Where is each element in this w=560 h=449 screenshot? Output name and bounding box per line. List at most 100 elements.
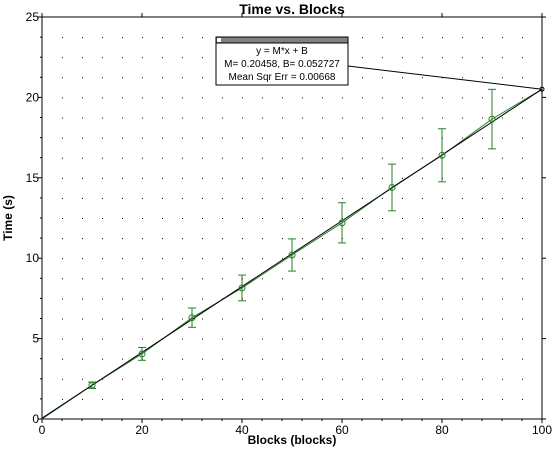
grid-dot xyxy=(482,177,483,179)
grid-dot xyxy=(422,97,423,99)
grid-dot xyxy=(202,37,203,39)
grid-dot xyxy=(142,298,143,300)
grid-dot xyxy=(202,378,203,380)
grid-dot xyxy=(362,197,363,199)
grid-dot xyxy=(62,97,63,99)
grid-dot xyxy=(182,97,183,99)
grid-dot xyxy=(102,278,103,280)
fit-box-titlebar[interactable] xyxy=(215,36,349,44)
grid-dot xyxy=(62,378,63,380)
grid-dot xyxy=(382,358,383,360)
grid-dot xyxy=(182,238,183,240)
grid-dot xyxy=(362,238,363,240)
grid-dot xyxy=(302,358,303,360)
grid-dot xyxy=(422,378,423,380)
grid-dot xyxy=(302,318,303,320)
grid-dot xyxy=(62,278,63,280)
grid-dot xyxy=(62,157,63,159)
data-point xyxy=(488,115,496,123)
grid-dot xyxy=(182,378,183,380)
grid-dot xyxy=(242,157,243,159)
grid-dot xyxy=(162,378,163,380)
grid-dot xyxy=(502,177,503,179)
grid-dot xyxy=(342,358,343,360)
grid-dot xyxy=(342,197,343,199)
grid-dot xyxy=(442,238,443,240)
grid-dot xyxy=(402,218,403,219)
grid-dot xyxy=(322,238,323,240)
grid-dot xyxy=(102,218,103,219)
grid-dot xyxy=(82,398,83,400)
grid-dot xyxy=(242,318,243,320)
grid-dot xyxy=(462,77,463,79)
grid-dot xyxy=(382,338,383,340)
grid-dot xyxy=(222,97,223,99)
grid-dot xyxy=(102,177,103,179)
grid-dot xyxy=(262,378,263,380)
fit-equation: y = M*x + B xyxy=(256,46,308,57)
grid-dot xyxy=(482,278,483,280)
grid-dot xyxy=(202,97,203,99)
grid-dot xyxy=(122,77,123,79)
grid-dot xyxy=(422,37,423,39)
grid-dot xyxy=(142,338,143,340)
grid-dot xyxy=(462,157,463,159)
grid-dot xyxy=(282,358,283,360)
grid-dot xyxy=(162,57,163,59)
grid-dot xyxy=(62,258,63,260)
grid-dot xyxy=(282,378,283,380)
grid-dot xyxy=(62,238,63,240)
grid-dot xyxy=(262,137,263,139)
grid-dot xyxy=(222,398,223,400)
y-tick-label: 20 xyxy=(26,90,40,104)
grid-dot xyxy=(202,57,203,59)
grid-dot xyxy=(82,298,83,300)
grid-dot xyxy=(162,318,163,320)
grid-dot xyxy=(522,77,523,79)
grid-dot xyxy=(202,218,203,219)
grid-dot xyxy=(62,77,63,79)
grid-dot xyxy=(382,117,383,119)
grid-dot xyxy=(362,258,363,260)
grid-dot xyxy=(402,37,403,39)
grid-dot xyxy=(102,338,103,340)
grid-dot xyxy=(102,238,103,240)
grid-dot xyxy=(522,218,523,219)
grid-dot xyxy=(162,137,163,139)
grid-dot xyxy=(162,298,163,300)
grid-dot xyxy=(162,398,163,400)
grid-dot xyxy=(202,278,203,280)
grid-dot xyxy=(262,197,263,199)
grid-dot xyxy=(222,197,223,199)
grid-dot xyxy=(382,318,383,320)
grid-dot xyxy=(122,238,123,240)
grid-dot xyxy=(462,338,463,340)
grid-dot xyxy=(62,37,63,39)
grid-dot xyxy=(522,197,523,199)
grid-dot xyxy=(82,57,83,59)
grid-dot xyxy=(62,117,63,119)
grid-dot xyxy=(502,77,503,79)
grid-dot xyxy=(182,157,183,159)
grid-dot xyxy=(462,278,463,280)
grid-dot xyxy=(502,358,503,360)
grid-dot xyxy=(422,117,423,119)
grid-dot xyxy=(62,177,63,179)
grid-dot xyxy=(382,238,383,240)
fit-box[interactable]: y = M*x + B M= 0.20458, B= 0.052727 Mean… xyxy=(215,36,541,90)
grid-dot xyxy=(422,218,423,219)
grid-dot xyxy=(502,157,503,159)
grid-dot xyxy=(122,157,123,159)
x-tick-label: 100 xyxy=(532,423,552,437)
grid-dot xyxy=(82,137,83,139)
grid-dot xyxy=(302,238,303,240)
grid-dot xyxy=(282,97,283,99)
grid-dot xyxy=(422,278,423,280)
grid-dot xyxy=(502,278,503,280)
grid-dot xyxy=(162,258,163,260)
grid-dot xyxy=(422,398,423,400)
fit-box-handle[interactable] xyxy=(217,38,221,42)
grid-dot xyxy=(202,398,203,400)
grid-dot xyxy=(122,37,123,39)
grid-dot xyxy=(522,258,523,260)
